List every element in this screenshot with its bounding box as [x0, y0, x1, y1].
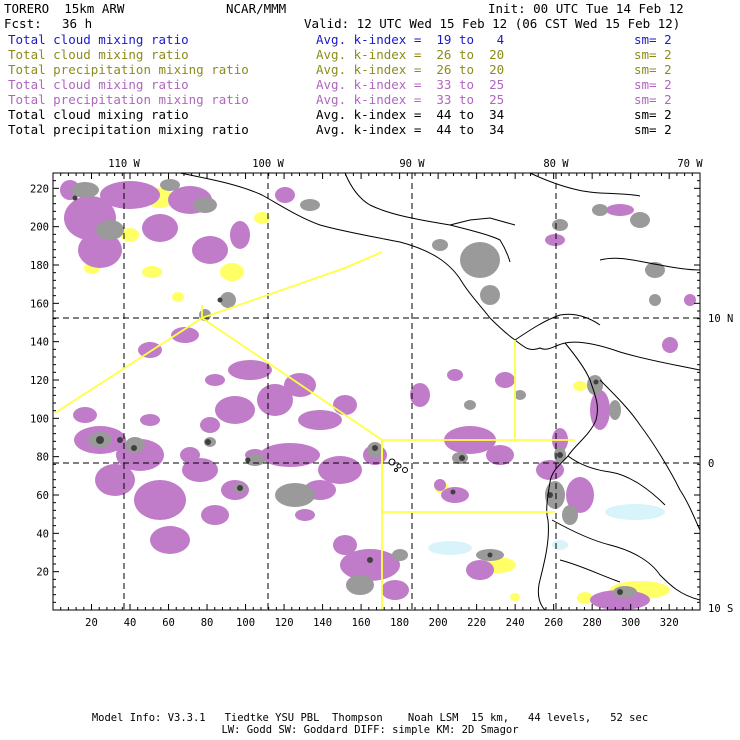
- x-tick-label: 180: [390, 617, 409, 629]
- lat-lon-grid: [53, 173, 700, 610]
- domain-outlines: [54, 251, 575, 610]
- field-kindex: Avg. k-index = 33 to 25: [316, 92, 505, 107]
- y-tick-label: 140: [30, 337, 49, 349]
- model-info-line2: LW: Godd SW: Goddard DIFF: simple KM: 2D…: [221, 724, 519, 736]
- x-tick-label: 60: [162, 617, 175, 629]
- longitude-label: 110 W: [108, 158, 140, 170]
- axis-ticks: [53, 173, 700, 610]
- field-kindex: Avg. k-index = 19 to 4: [316, 32, 505, 47]
- y-tick-label: 200: [30, 222, 49, 234]
- axis-tick-labels: 20 40 60 80 100 120 140 160 180 200 220 240 260 280 30…: [30, 158, 733, 629]
- x-tick-label: 120: [275, 617, 294, 629]
- y-tick-label: 160: [30, 298, 49, 310]
- latitude-label: 0: [708, 458, 714, 470]
- field-name: Total cloud mixing ratio: [8, 47, 189, 62]
- organization-label: NCAR/MMM: [226, 1, 287, 16]
- y-tick-label: 100: [30, 413, 49, 425]
- x-tick-label: 220: [467, 617, 486, 629]
- x-tick-label: 160: [352, 617, 371, 629]
- x-tick-label: 40: [124, 617, 137, 629]
- field-name: Total precipitation mixing ratio: [8, 62, 249, 77]
- field-name: Total cloud mixing ratio: [8, 32, 189, 47]
- galapagos-islands: [388, 458, 408, 473]
- field-name: Total cloud mixing ratio: [8, 107, 189, 122]
- longitude-label: 80 W: [543, 158, 569, 170]
- field-name: Total precipitation mixing ratio: [8, 122, 249, 137]
- y-tick-label: 220: [30, 183, 49, 195]
- field-kindex: Avg. k-index = 26 to 20: [316, 47, 505, 62]
- mixing-ratio-gray: [71, 179, 665, 598]
- field-name: Total precipitation mixing ratio: [8, 92, 249, 107]
- latitude-label: 10 N: [708, 313, 733, 325]
- init-time: Init: 00 UTC Tue 14 Feb 12: [488, 1, 684, 16]
- field-name: Total cloud mixing ratio: [8, 77, 189, 92]
- x-tick-label: 240: [506, 617, 525, 629]
- field-kindex: Avg. k-index = 44 to 34: [316, 107, 505, 122]
- y-tick-label: 20: [36, 567, 49, 579]
- forecast-label: Fcst:: [4, 16, 42, 31]
- longitude-label: 90 W: [399, 158, 425, 170]
- y-tick-label: 40: [36, 528, 49, 540]
- field-smoothing: sm= 2: [634, 47, 672, 62]
- x-tick-label: 260: [544, 617, 563, 629]
- forecast-hour: 36 h: [62, 16, 93, 31]
- latitude-label: 10 S: [708, 603, 733, 615]
- model-info-line1: Model Info: V3.3.1 Tiedtke YSU PBL Thomp…: [91, 712, 649, 724]
- field-smoothing: sm= 2: [634, 77, 672, 92]
- mixing-ratio-purple: [60, 180, 696, 610]
- coastlines: [179, 173, 700, 610]
- field-smoothing: sm= 2: [634, 32, 672, 47]
- longitude-label: 100 W: [252, 158, 284, 170]
- x-tick-label: 320: [660, 617, 679, 629]
- field-kindex: Avg. k-index = 44 to 34: [316, 122, 505, 137]
- x-tick-label: 200: [429, 617, 448, 629]
- map-plot-area: [53, 173, 700, 610]
- x-tick-label: 20: [85, 617, 98, 629]
- field-kindex: Avg. k-index = 26 to 20: [316, 62, 505, 77]
- x-tick-label: 80: [201, 617, 214, 629]
- x-tick-label: 280: [583, 617, 602, 629]
- convective-cores: [72, 195, 623, 595]
- y-tick-label: 180: [30, 260, 49, 272]
- field-smoothing: sm= 2: [634, 107, 672, 122]
- valid-time: Valid: 12 UTC Wed 15 Feb 12 (06 CST Wed …: [304, 16, 681, 31]
- x-tick-label: 140: [313, 617, 332, 629]
- field-kindex: Avg. k-index = 33 to 25: [316, 77, 505, 92]
- model-title: TORERO 15km ARW: [4, 1, 125, 16]
- longitude-label: 70 W: [677, 158, 703, 170]
- y-tick-label: 120: [30, 375, 49, 387]
- x-tick-label: 100: [236, 617, 255, 629]
- field-smoothing: sm= 2: [634, 62, 672, 77]
- field-smoothing: sm= 2: [634, 122, 672, 137]
- x-tick-label: 300: [621, 617, 640, 629]
- y-tick-label: 80: [36, 452, 49, 464]
- field-smoothing: sm= 2: [634, 92, 672, 107]
- y-tick-label: 60: [36, 490, 49, 502]
